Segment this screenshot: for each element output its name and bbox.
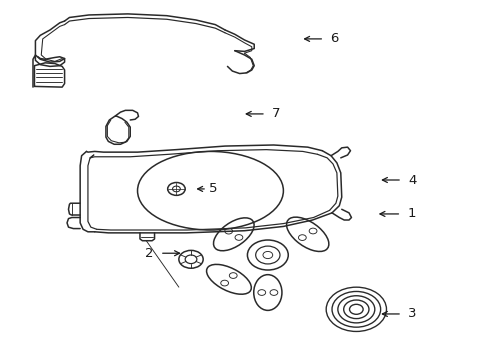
Text: 7: 7 bbox=[271, 107, 280, 120]
Text: 3: 3 bbox=[407, 307, 416, 320]
Text: 6: 6 bbox=[329, 32, 338, 45]
Text: 4: 4 bbox=[407, 174, 416, 186]
Text: 5: 5 bbox=[208, 183, 217, 195]
Text: 2: 2 bbox=[145, 247, 154, 260]
Text: 1: 1 bbox=[407, 207, 416, 220]
